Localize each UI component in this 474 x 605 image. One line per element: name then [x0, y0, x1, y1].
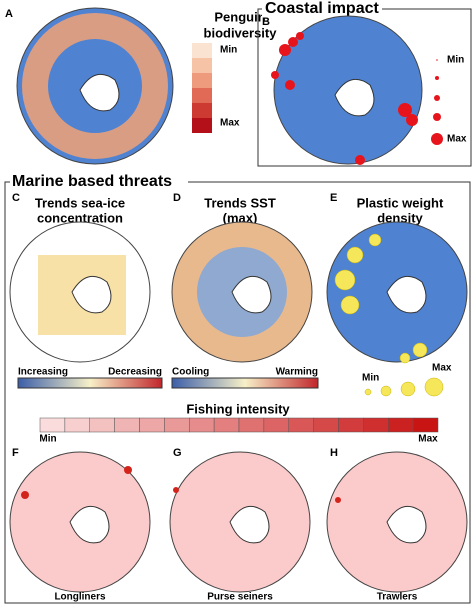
scale-cell — [213, 417, 240, 433]
scale-cell — [313, 417, 339, 433]
antarctica — [79, 73, 120, 112]
scale-cell — [388, 417, 414, 433]
legend-label: Min — [220, 45, 237, 56]
panel-title: biodiversity — [204, 25, 278, 40]
legend-label: Cooling — [172, 367, 209, 378]
scale-cell — [238, 417, 265, 433]
scale-cell — [164, 417, 190, 433]
panel-label: H — [330, 447, 338, 459]
color-scale — [171, 377, 319, 389]
scale-cell — [363, 417, 389, 433]
antarctica — [71, 275, 112, 314]
panel-label: A — [5, 8, 13, 20]
map-caption: Longliners — [54, 592, 106, 603]
title-backdrop — [10, 172, 188, 192]
panel-label: E — [330, 192, 337, 204]
legend-dots — [364, 377, 444, 397]
fishing-maps — [9, 451, 468, 593]
scale-cell — [412, 417, 439, 433]
color-scale — [192, 43, 212, 133]
panel-title: Penguin — [214, 9, 265, 24]
panel-label: D — [173, 192, 181, 204]
color-scale — [17, 377, 163, 389]
legend-label: Min — [39, 434, 56, 445]
biodiversity-ring — [22, 13, 168, 159]
legend-label: Increasing — [18, 367, 68, 378]
panel-title: Plastic weight — [357, 195, 444, 210]
panel-title: (max) — [223, 210, 258, 225]
map-caption: Purse seiners — [207, 592, 273, 603]
color-scale — [39, 417, 439, 433]
impact-dots — [271, 32, 418, 165]
panel-title: concentration — [37, 210, 123, 225]
panel-label: C — [12, 192, 20, 204]
panel-label: F — [12, 447, 19, 459]
panel-title: density — [377, 210, 423, 225]
scale-cell — [114, 417, 140, 433]
scale-cell — [338, 417, 364, 433]
legend-label: Warming — [276, 367, 318, 378]
legend-label: Max — [220, 118, 240, 129]
scale-cell — [64, 417, 90, 433]
legend-title: Fishing intensity — [186, 401, 290, 416]
map-caption: Trawlers — [377, 592, 418, 603]
scale-cell — [263, 417, 289, 433]
legend-dots — [431, 59, 443, 145]
antarctica — [386, 275, 427, 314]
panel-title: Trends sea-ice — [35, 195, 125, 210]
legend-label: Max — [447, 134, 467, 145]
panel-title: Coastal impact — [265, 0, 379, 17]
section-title: Marine based threats — [12, 173, 172, 190]
panel-label: G — [173, 447, 182, 459]
legend-label: Decreasing — [108, 367, 162, 378]
legend-label: Max — [432, 363, 452, 374]
legend-label: Min — [362, 373, 379, 384]
title-backdrop — [262, 0, 382, 18]
legend-label: Min — [447, 55, 464, 66]
panel-label: B — [262, 16, 270, 28]
antarctica — [334, 78, 375, 117]
scale-cell — [288, 417, 314, 433]
section-frame — [4, 181, 471, 604]
legend-label: Max — [418, 434, 438, 445]
panel-title: Trends SST — [204, 195, 276, 210]
scale-cell — [139, 417, 165, 433]
plastic-dots — [334, 233, 428, 364]
scale-cell — [39, 417, 66, 433]
scale-cell — [189, 417, 215, 433]
antarctica — [231, 275, 272, 314]
scale-cell — [89, 417, 115, 433]
